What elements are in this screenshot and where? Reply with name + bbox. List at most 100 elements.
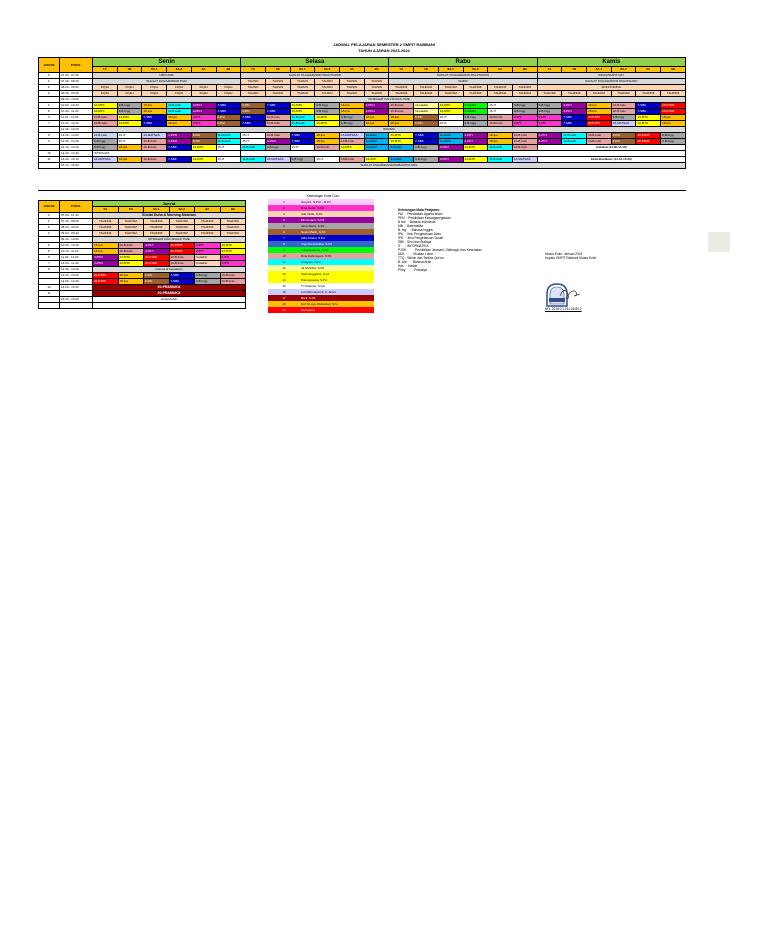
teacher-code: 12	[268, 265, 300, 271]
teacher-code: 5	[268, 223, 300, 229]
teacher-code: 18	[268, 301, 300, 307]
legend-row: 5 Jana Warni, S.Pd	[268, 223, 374, 229]
side-panel-box	[708, 232, 730, 252]
teacher-code: 17	[268, 295, 300, 301]
subject-legend-item: MLK : Muatan Lokal	[398, 252, 433, 256]
teacher-name: Rani, S.Pd	[300, 295, 374, 301]
subject-legend-title: Keterangan Mata Pelajaran:	[398, 208, 440, 212]
subject-legend-item: TTQ : Tahsin dan Tahfidz Qur'an	[398, 256, 444, 260]
table-row: 1. 07.40 - 08.20 SHOLAT DUHA&DZIKIR PAGI TA…	[38, 78, 687, 85]
teacher-name: Mini Anarni, S.Pd	[300, 217, 374, 223]
teacher-code: 20	[268, 307, 300, 313]
table-row: 14.10 - 14.20 9-B.Ingg 18-Ipa 10-B.Indo 7-SB…	[38, 144, 687, 151]
subject-legend-item: IPA : Ilmu Pengetahuan Alam	[398, 232, 441, 236]
teacher-name: Nur Sri Ayu Wulandari, S.Si	[300, 301, 374, 307]
teacher-name: Neski Meilin, S.Pd	[300, 229, 374, 235]
divider	[38, 190, 686, 191]
legend-row: 14 Rita Asmelita, S.Pd	[268, 277, 374, 283]
day-header-kamis: Kamis	[536, 57, 687, 67]
legend-row: 1 Haryani, S.Pd.I., M.Pd	[268, 199, 374, 205]
table-row: 9 14.00 - 14.40 9-B.Ingg 15-IT 10-B.Indo 4-PK…	[38, 138, 686, 145]
table-row	[38, 302, 246, 309]
day-header-rabu: Rabu	[388, 57, 538, 67]
col-header-jam: JAM KE	[38, 200, 60, 213]
teacher-name: Ja Shobiha, S.Pd	[300, 265, 374, 271]
teacher-name: Yogi Dwi Kardina, S.Pd	[300, 241, 374, 247]
teacher-name: Ade Oktia, S.Pd	[300, 211, 374, 217]
teacher-name: Yulia Susanna, S.Pd	[300, 247, 374, 253]
teacher-code: 1	[268, 199, 300, 205]
teacher-name: Rina Rahmayani, S.Pd	[300, 253, 374, 259]
subject-legend-item: IT : INFORMATIKA	[398, 244, 429, 248]
jam-cell	[38, 162, 60, 169]
legend-row: 12 Ja Shobiha, S.Pd	[268, 265, 374, 271]
day-header-selasa: Selasa	[240, 57, 390, 67]
teacher-legend-title: Keterangan Kode Guru	[306, 194, 340, 198]
teacher-name: Rolayani, S.Pd	[300, 259, 374, 265]
legend-row: 16 Lidi Rahmayandi, S. Akuni	[268, 289, 374, 295]
legend-row: 6 Neski Meilin, S.Pd	[268, 229, 374, 235]
subject-legend-item: IPS : Ilmu Pengetahuan Sosial	[398, 236, 444, 240]
subject-legend-item: Mtk : Matematika	[398, 224, 424, 228]
teacher-code: 2	[268, 205, 300, 211]
pukul-cell: 15.10 - 16.00	[59, 162, 93, 169]
subject-legend-item: B.Ind : Bahasa Indonesia	[398, 220, 436, 224]
teacher-name: Haryani, S.Pd.I., M.Pd	[300, 199, 374, 205]
teacher-name: Rita Asmelita, S.Pd	[300, 277, 374, 283]
table-row: 1. 07.40 - 08.20 TAHFIDZ TAHFIDZ TAHFIDZ TAHF…	[38, 218, 246, 225]
teacher-code: 13	[268, 271, 300, 277]
school-stamp-signature	[544, 282, 581, 308]
legend-row: 13 Santi Anggraini, S.pd	[268, 271, 374, 277]
table-row: 15.10 - 16.00 SHOLAT ASHAR&MUHASABAH/PULA…	[38, 162, 686, 169]
table-row: 3. 09.00 - 09.40 FIQIH FIQIH FIQIH FIQIH FIQIH…	[38, 90, 686, 97]
teacher-code: 4	[268, 217, 300, 223]
jam-cell	[38, 302, 60, 309]
span-cell: SHOLAT ASHAR&MUHASABAH/PULANG	[92, 162, 686, 169]
subject-legend-item: B. Arb : Bahasa Arab	[398, 260, 432, 264]
teacher-code: 16	[268, 289, 300, 295]
subject-legend-item: PKky : Prakarya	[398, 268, 428, 272]
legend-row: 20 Darmaerni	[268, 307, 374, 313]
teacher-name: Tri Sapulus, S.Kel	[300, 283, 374, 289]
signature-block: Muara Enim, Januari 2024 Kepala SMPIT Ra…	[545, 252, 596, 260]
subject-legend-item: PAI : Pendidikan Agama Islam	[398, 212, 443, 216]
teacher-code: 10	[268, 253, 300, 259]
span-cell	[92, 302, 246, 309]
teacher-name: Lidi Rahmayandi, S. Akuni	[300, 289, 374, 295]
subject-legend-item: Hds : Hadist	[398, 264, 418, 268]
teacher-name: Jana Warni, S.Pd	[300, 223, 374, 229]
page-title: JADWAL PELAJARAN SEMESTER 2 SMPIT RABBAN…	[333, 42, 435, 47]
legend-row: 3 Ade Oktia, S.Pd	[268, 211, 374, 217]
teacher-code: 7	[268, 235, 300, 241]
legend-row: 10 Rina Rahmayani, S.Pd	[268, 253, 374, 259]
legend-row: 17 Rani, S.Pd	[268, 295, 374, 301]
legend-row: 15 Tri Sapulus, S.Kel	[268, 283, 374, 289]
legend-row: 11 Rolayani, S.Pd	[268, 259, 374, 265]
subject-legend-item: PJOK : Pendidikan Jasmani, Olahraga, dan…	[398, 248, 482, 252]
col-header-jam: JAM KE	[38, 57, 60, 73]
teacher-code: 6	[268, 229, 300, 235]
legend-row: 4 Mini Anarni, S.Pd	[268, 217, 374, 223]
teacher-code: 15	[268, 283, 300, 289]
page-subtitle: TAHUN AJARAN 2023-2024	[358, 48, 410, 53]
table-row: 14.00 - 14.20 20-PJOK 18-Ipa 6-PAI 7-SBK 9-B.…	[38, 278, 246, 285]
subject-legend: Keterangan Mata Pelajaran: PAI : Pendidi…	[398, 208, 482, 272]
principal-nip: NIY. 2018 0.1.011.06.89.2	[545, 307, 582, 311]
teacher-code: 11	[268, 259, 300, 265]
legend-row: 7 Alfia Firliani, S.Pd	[268, 235, 374, 241]
teacher-name: Alfia Firliani, S.Pd	[300, 235, 374, 241]
main-schedule-table: JAM KE PUKUL Senin Selasa Rabu Kamis 7A 7B 8A.1 8…	[38, 57, 687, 169]
teacher-code: 9	[268, 247, 300, 253]
subject-legend-item: SBK : Seni dan Budaya	[398, 240, 432, 244]
teacher-legend-table: 1 Haryani, S.Pd.I., M.Pd 2 Rina Harini, S.P…	[268, 199, 374, 313]
subject-legend-item: PKN : Pendidikan Kewarganegaraan	[398, 216, 451, 220]
col-header-pukul: PUKUL	[59, 57, 93, 73]
pukul-cell	[59, 302, 93, 309]
table-row: 8 13.20 - 14.00 10-B.Indo 15-IT 16-MATSAS 4-P…	[38, 132, 686, 139]
teacher-code: 14	[268, 277, 300, 283]
legend-row: 8 Yogi Dwi Kardina, S.Pd	[268, 241, 374, 247]
teacher-name: Santi Anggraini, S.pd	[300, 271, 374, 277]
friday-schedule-table: JAM KE PUKUL Jum'at 7A 7B 8A.1 8A.2 9A 9B 0. 07.00…	[38, 200, 246, 309]
legend-row: 9 Yulia Susanna, S.Pd	[268, 247, 374, 253]
legend-row: 18 Nur Sri Ayu Wulandari, S.Si	[268, 301, 374, 307]
